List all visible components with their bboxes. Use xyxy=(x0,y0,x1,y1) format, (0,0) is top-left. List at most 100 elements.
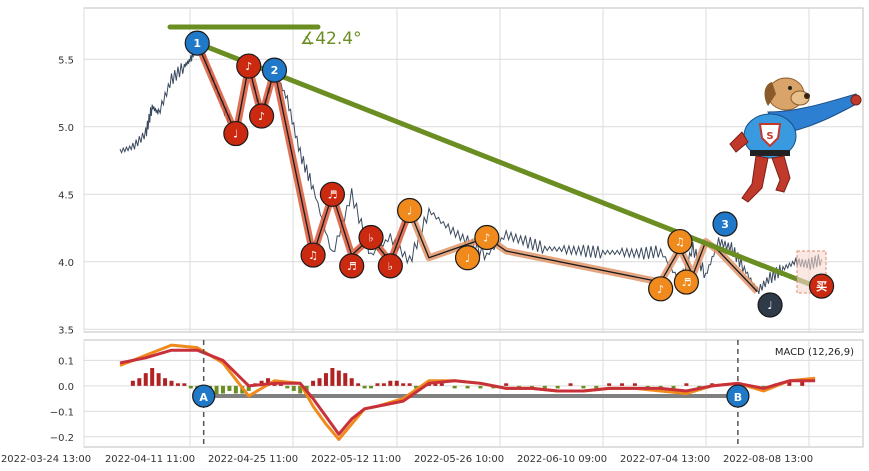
macd-histogram-bar xyxy=(150,368,155,386)
macd-histogram-bar xyxy=(369,385,374,389)
wave-badge-circle xyxy=(673,269,700,295)
macd-histogram-bar xyxy=(233,385,238,394)
wave-badge-label: ♩ xyxy=(767,299,772,312)
macd-histogram-bar xyxy=(298,385,303,394)
macd-histogram-bar xyxy=(542,385,547,389)
macd-histogram-bar xyxy=(304,385,309,391)
x-tick-label: 2022-04-11 11:00 xyxy=(105,454,195,465)
macd-histogram-bar xyxy=(671,385,676,389)
macd-histogram-bar xyxy=(632,383,637,386)
price-panel xyxy=(83,7,864,333)
price-y-axis: 3.5 4.0 4.5 5.0 5.5 xyxy=(58,55,74,336)
wave-badge-label: ♪ xyxy=(245,60,252,73)
price-y-tick-label: 5.0 xyxy=(58,123,74,134)
wave-badge-label: ♬ xyxy=(681,276,691,289)
wave-badge-circle xyxy=(261,57,288,83)
macd-marker-label: A xyxy=(199,391,208,404)
macd-histogram-bar xyxy=(362,385,367,389)
macd-histogram-bar xyxy=(317,378,322,386)
wave-badge: 3 xyxy=(712,211,738,237)
wave-badge: ♪ xyxy=(648,276,674,302)
macd-marker-circle xyxy=(726,384,750,408)
wave-badge-label: ♪ xyxy=(657,283,664,296)
wave-badge-label: ♪ xyxy=(483,232,490,245)
macd-histogram-bar xyxy=(620,383,625,386)
wave-badge-label: 买 xyxy=(816,280,827,293)
macd-histogram-bar xyxy=(343,373,348,386)
x-tick-label: 2022-05-12 11:00 xyxy=(311,454,401,465)
macd-histogram-bar xyxy=(452,385,457,389)
macd-histogram-bar xyxy=(330,368,335,386)
macd-histogram-bar xyxy=(175,383,180,386)
macd-marker-circle xyxy=(192,384,216,408)
wave-badge: ♫ xyxy=(667,228,693,255)
macd-histogram-bar xyxy=(394,380,399,386)
macd-histogram-bar xyxy=(182,383,187,386)
macd-histogram-bar xyxy=(439,383,444,386)
macd-histogram-bar xyxy=(356,383,361,386)
macd-histogram-bar xyxy=(800,380,805,386)
wave-badge-circle xyxy=(377,253,403,279)
wave-badge-label: 2 xyxy=(271,64,279,77)
macd-histogram-bar xyxy=(381,383,386,386)
wave-badge: 1 xyxy=(184,30,210,56)
macd-histogram-bar xyxy=(555,385,560,389)
wave-badge-label: ♭ xyxy=(368,232,373,245)
wave-badge: 买 xyxy=(808,273,835,299)
wave-badge-label: ♬ xyxy=(347,260,357,273)
wave-badge-circle xyxy=(300,242,326,268)
wave-badge-circle xyxy=(358,224,384,251)
wave-badge: ♩ xyxy=(223,120,249,147)
wave-badge-label: 3 xyxy=(721,218,729,231)
trend-overlay: ∡42.4° xyxy=(167,24,827,294)
wave-badge-circle xyxy=(474,224,500,251)
wave-badge-label: ♩ xyxy=(465,252,470,265)
wave-badge-circle xyxy=(757,292,783,318)
macd-y-tick-label: 0.0 xyxy=(58,382,74,393)
macd-dea-line xyxy=(119,348,816,436)
macd-y-tick-label: 0.1 xyxy=(58,356,74,367)
macd-histogram-bar xyxy=(684,383,689,386)
wave-badge-circle xyxy=(667,228,693,255)
macd-y-tick-label: −0.2 xyxy=(50,433,74,444)
macd-histogram-bar xyxy=(266,378,271,386)
wave-badge-circle xyxy=(712,211,738,237)
macd-histogram-bar xyxy=(227,385,232,391)
macd-histogram-bar xyxy=(188,385,193,389)
macd-grid xyxy=(83,340,863,447)
macd-histogram-bar xyxy=(336,370,341,386)
macd-histogram-bar xyxy=(401,383,406,386)
wave-badge-circle xyxy=(808,273,835,299)
wave-badge: ♬ xyxy=(673,269,700,295)
x-tick-label: 2022-07-04 13:00 xyxy=(620,454,710,465)
wave-badge-circle xyxy=(339,253,365,279)
wave-badge: ♭ xyxy=(358,224,384,251)
wave-badge-label: ♩ xyxy=(407,205,412,218)
macd-histogram-bar xyxy=(163,378,168,386)
macd-histogram-bar xyxy=(375,383,380,386)
wave-badge: ♪ xyxy=(474,224,500,251)
macd-lines xyxy=(119,343,816,441)
macd-histogram-bar xyxy=(156,373,161,386)
wave-badge: ♩ xyxy=(397,197,423,224)
wave-badge-circle xyxy=(397,197,423,224)
wave-badge-circle xyxy=(648,276,674,302)
wave-badge: ♩ xyxy=(757,292,783,318)
wave-badge-circle xyxy=(249,103,275,129)
wave-badge: 2 xyxy=(261,57,288,83)
wave-badge-label: 1 xyxy=(193,37,201,50)
macd-histogram-bar xyxy=(143,373,148,386)
macd-histogram-bar xyxy=(311,380,316,386)
wave-badge: ♩ xyxy=(454,245,481,271)
wave-badge: ♪ xyxy=(249,103,275,129)
wave-badge-label: ♭ xyxy=(388,260,393,273)
price-y-tick-label: 4.5 xyxy=(58,190,74,201)
wave-badge-label: ♬ xyxy=(327,188,337,201)
wave-badge-label: ♫ xyxy=(308,249,318,262)
x-tick-label: 2022-03-24 13:00 xyxy=(1,454,91,465)
macd-histogram-bar xyxy=(478,385,483,389)
macd-histogram-bar xyxy=(607,383,612,386)
wave-badge-circle xyxy=(236,53,262,79)
